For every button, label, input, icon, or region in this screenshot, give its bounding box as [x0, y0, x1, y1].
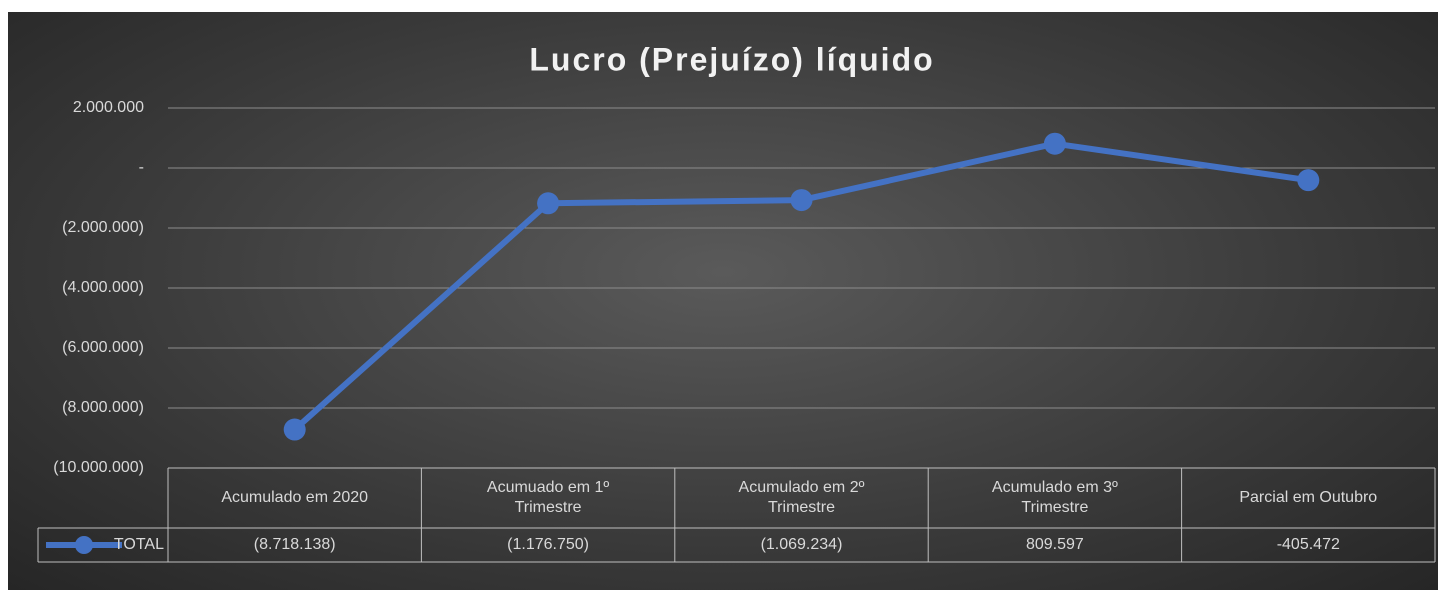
y-tick-label: (8.000.000)	[62, 399, 144, 416]
x-category-label: Acumulado em 3º Trimestre	[991, 479, 1118, 516]
data-point	[537, 192, 560, 215]
data-point	[1297, 169, 1320, 192]
y-tick-label: (10.000.000)	[53, 459, 144, 476]
table-value: 809.597	[1025, 536, 1084, 553]
data-point	[283, 418, 306, 441]
y-tick-label: (4.000.000)	[62, 279, 144, 296]
y-tick-label: (6.000.000)	[62, 339, 144, 356]
legend-marker	[75, 536, 93, 554]
legend-label: TOTAL	[114, 536, 164, 553]
table-value: (8.718.138)	[253, 536, 336, 553]
chart-title: Lucro (Prejuízo) líquido	[529, 41, 934, 77]
y-tick-label: (2.000.000)	[62, 219, 144, 236]
x-category-label: Acumuado em 1º Trimestre	[486, 479, 610, 516]
y-tick-label: 2.000.000	[73, 99, 144, 116]
x-category-label: Acumulado em 2020	[221, 489, 369, 506]
series-line	[292, 140, 1309, 432]
data-point	[790, 189, 813, 212]
x-category-label: Parcial em Outubro	[1239, 489, 1378, 506]
table-value: (1.176.750)	[507, 536, 589, 553]
y-tick-label: -	[139, 159, 144, 176]
table-value: -405.472	[1276, 536, 1340, 553]
data-point	[1043, 132, 1066, 155]
table-value: (1.069.234)	[760, 536, 843, 553]
x-category-label: Acumulado em 2º Trimestre	[738, 479, 865, 516]
